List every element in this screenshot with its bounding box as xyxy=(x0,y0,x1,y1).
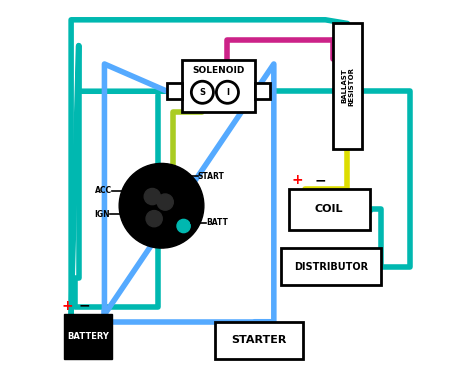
Bar xyxy=(64,314,112,358)
Circle shape xyxy=(177,219,190,233)
Text: STARTER: STARTER xyxy=(231,335,287,345)
Text: BALLAST
RESISTOR: BALLAST RESISTOR xyxy=(341,66,354,106)
Text: +: + xyxy=(62,299,73,312)
Bar xyxy=(255,83,270,99)
Text: −: − xyxy=(314,173,326,187)
Text: ACC: ACC xyxy=(95,187,112,196)
Text: BATT: BATT xyxy=(206,218,228,227)
Text: COIL: COIL xyxy=(315,204,343,214)
Bar xyxy=(333,23,362,149)
Circle shape xyxy=(119,163,204,248)
Circle shape xyxy=(191,81,213,103)
Bar xyxy=(182,60,255,112)
Circle shape xyxy=(131,175,192,236)
Text: I: I xyxy=(226,88,229,97)
Circle shape xyxy=(216,81,238,103)
Bar xyxy=(289,189,370,230)
Circle shape xyxy=(146,210,162,227)
Text: +: + xyxy=(292,173,303,187)
Text: BATTERY: BATTERY xyxy=(67,332,109,341)
Text: IGN: IGN xyxy=(95,210,110,219)
Bar xyxy=(215,322,303,358)
Circle shape xyxy=(157,194,173,210)
Text: SOLENOID: SOLENOID xyxy=(192,66,245,75)
Bar xyxy=(167,83,182,99)
Circle shape xyxy=(144,188,160,205)
Bar xyxy=(281,248,381,285)
Text: DISTRIBUTOR: DISTRIBUTOR xyxy=(294,262,368,272)
Text: −: − xyxy=(78,299,90,312)
Text: START: START xyxy=(198,172,225,181)
Text: S: S xyxy=(200,88,205,97)
